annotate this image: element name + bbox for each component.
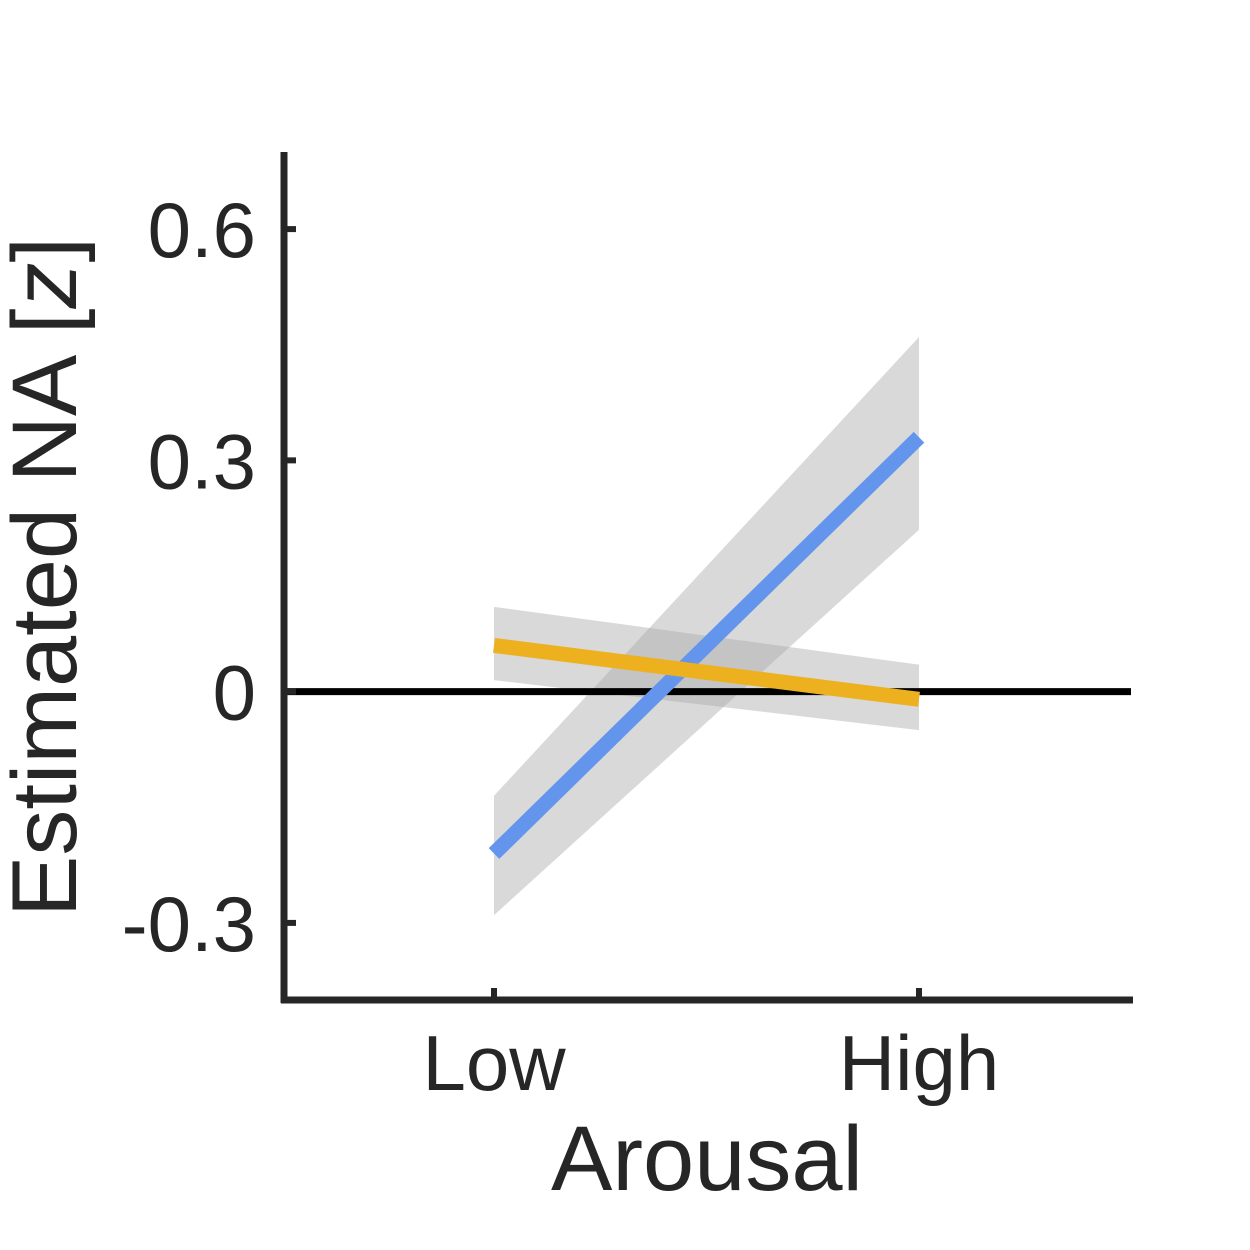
- ci-band-series-1: [494, 337, 919, 916]
- y-axis-title-variable: z: [0, 263, 96, 310]
- y-tick-label: -0.3: [122, 880, 256, 968]
- y-axis-title-suffix: ]: [0, 237, 96, 263]
- axes: [280, 152, 1133, 1004]
- confidence-bands: [494, 337, 919, 916]
- y-axis-title-prefix: Estimated NA [: [0, 309, 96, 917]
- y-ticks: -0.3 0 0.3 0.6: [122, 186, 296, 968]
- x-ticks: Low High: [422, 988, 999, 1107]
- x-axis-title: Arousal: [551, 1108, 863, 1210]
- x-tick-label: Low: [422, 1019, 566, 1107]
- y-tick-label: 0.6: [148, 186, 256, 274]
- x-tick-label: High: [839, 1019, 999, 1107]
- series-lines: [488, 431, 925, 859]
- series-line-2: [493, 637, 920, 707]
- y-tick-label: 0.3: [148, 417, 256, 505]
- y-tick-label: 0: [213, 649, 256, 737]
- series-line-1: [488, 431, 925, 859]
- y-axis-title: Estimated NA [z]: [0, 237, 96, 917]
